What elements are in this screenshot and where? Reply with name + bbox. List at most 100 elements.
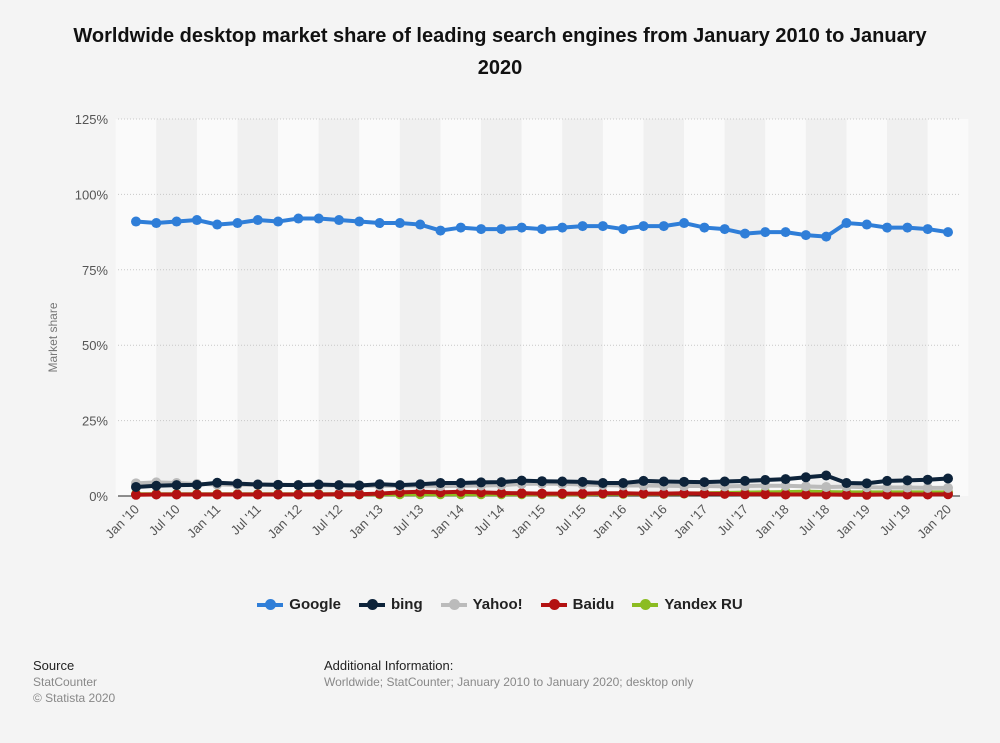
data-point[interactable] <box>334 215 344 226</box>
data-point[interactable] <box>293 489 304 500</box>
data-point[interactable] <box>212 219 223 230</box>
data-point[interactable] <box>171 216 182 227</box>
data-point[interactable] <box>800 230 811 241</box>
data-point[interactable] <box>841 218 852 229</box>
data-point[interactable] <box>151 480 162 491</box>
data-point[interactable] <box>902 222 913 233</box>
data-point[interactable] <box>679 488 690 499</box>
data-point[interactable] <box>841 489 852 500</box>
data-point[interactable] <box>679 218 690 229</box>
data-point[interactable] <box>882 489 893 500</box>
data-point[interactable] <box>232 489 243 500</box>
data-point[interactable] <box>902 482 913 493</box>
data-point[interactable] <box>943 473 953 484</box>
data-point[interactable] <box>496 224 507 235</box>
data-point[interactable] <box>151 489 162 500</box>
data-point[interactable] <box>943 227 953 238</box>
data-point[interactable] <box>151 218 162 229</box>
data-point[interactable] <box>293 480 304 491</box>
data-point[interactable] <box>638 475 649 486</box>
data-point[interactable] <box>821 489 832 500</box>
data-point[interactable] <box>354 216 365 227</box>
data-point[interactable] <box>861 478 872 489</box>
data-point[interactable] <box>557 476 568 487</box>
data-point[interactable] <box>252 479 263 490</box>
data-point[interactable] <box>516 222 527 233</box>
data-point[interactable] <box>252 215 263 226</box>
data-point[interactable] <box>354 480 365 491</box>
data-point[interactable] <box>476 224 487 235</box>
data-point[interactable] <box>313 213 324 224</box>
data-point[interactable] <box>699 488 710 499</box>
data-point[interactable] <box>313 489 324 500</box>
data-point[interactable] <box>780 227 791 238</box>
data-point[interactable] <box>273 479 284 490</box>
legend-item[interactable]: Yandex RU <box>632 596 743 613</box>
data-point[interactable] <box>537 476 547 487</box>
data-point[interactable] <box>131 481 141 492</box>
data-point[interactable] <box>740 228 750 239</box>
data-point[interactable] <box>374 479 385 490</box>
data-point[interactable] <box>557 488 568 499</box>
data-point[interactable] <box>800 472 811 483</box>
data-point[interactable] <box>212 489 223 500</box>
data-point[interactable] <box>861 219 872 230</box>
data-point[interactable] <box>374 488 385 499</box>
data-point[interactable] <box>740 475 750 486</box>
data-point[interactable] <box>496 477 507 488</box>
data-point[interactable] <box>760 475 771 486</box>
data-point[interactable] <box>516 488 527 499</box>
data-point[interactable] <box>435 225 446 236</box>
data-point[interactable] <box>658 221 669 232</box>
data-point[interactable] <box>841 478 852 489</box>
data-point[interactable] <box>780 489 791 500</box>
data-point[interactable] <box>618 478 629 489</box>
data-point[interactable] <box>273 489 284 500</box>
data-point[interactable] <box>597 478 608 489</box>
data-point[interactable] <box>252 489 263 500</box>
data-point[interactable] <box>557 222 568 233</box>
data-point[interactable] <box>131 216 141 227</box>
data-point[interactable] <box>922 224 933 235</box>
legend-item[interactable]: Google <box>257 596 341 613</box>
data-point[interactable] <box>313 479 324 490</box>
data-point[interactable] <box>760 227 771 238</box>
data-point[interactable] <box>577 221 588 232</box>
data-point[interactable] <box>577 476 588 487</box>
data-point[interactable] <box>374 218 385 229</box>
data-point[interactable] <box>740 489 750 500</box>
data-point[interactable] <box>334 480 344 491</box>
data-point[interactable] <box>597 488 608 499</box>
data-point[interactable] <box>821 470 832 481</box>
data-point[interactable] <box>191 215 202 226</box>
data-point[interactable] <box>922 482 933 493</box>
data-point[interactable] <box>719 224 730 235</box>
data-point[interactable] <box>922 474 933 485</box>
data-point[interactable] <box>293 213 304 224</box>
data-point[interactable] <box>455 222 466 233</box>
data-point[interactable] <box>354 489 365 500</box>
data-point[interactable] <box>658 488 669 499</box>
data-point[interactable] <box>658 476 669 487</box>
data-point[interactable] <box>882 222 893 233</box>
data-point[interactable] <box>902 475 913 486</box>
data-point[interactable] <box>476 477 487 488</box>
data-point[interactable] <box>537 224 547 235</box>
data-point[interactable] <box>171 480 182 491</box>
data-point[interactable] <box>679 476 690 487</box>
data-point[interactable] <box>943 482 953 493</box>
data-point[interactable] <box>131 489 141 500</box>
data-point[interactable] <box>638 488 649 499</box>
legend-item[interactable]: bing <box>358 596 423 613</box>
data-point[interactable] <box>191 479 202 490</box>
data-point[interactable] <box>415 479 426 490</box>
data-point[interactable] <box>232 218 243 229</box>
data-point[interactable] <box>902 489 913 500</box>
data-point[interactable] <box>618 488 629 499</box>
data-point[interactable] <box>537 488 547 499</box>
data-point[interactable] <box>719 476 730 487</box>
data-point[interactable] <box>496 487 507 498</box>
data-point[interactable] <box>171 489 182 500</box>
data-point[interactable] <box>455 478 466 489</box>
data-point[interactable] <box>273 216 284 227</box>
